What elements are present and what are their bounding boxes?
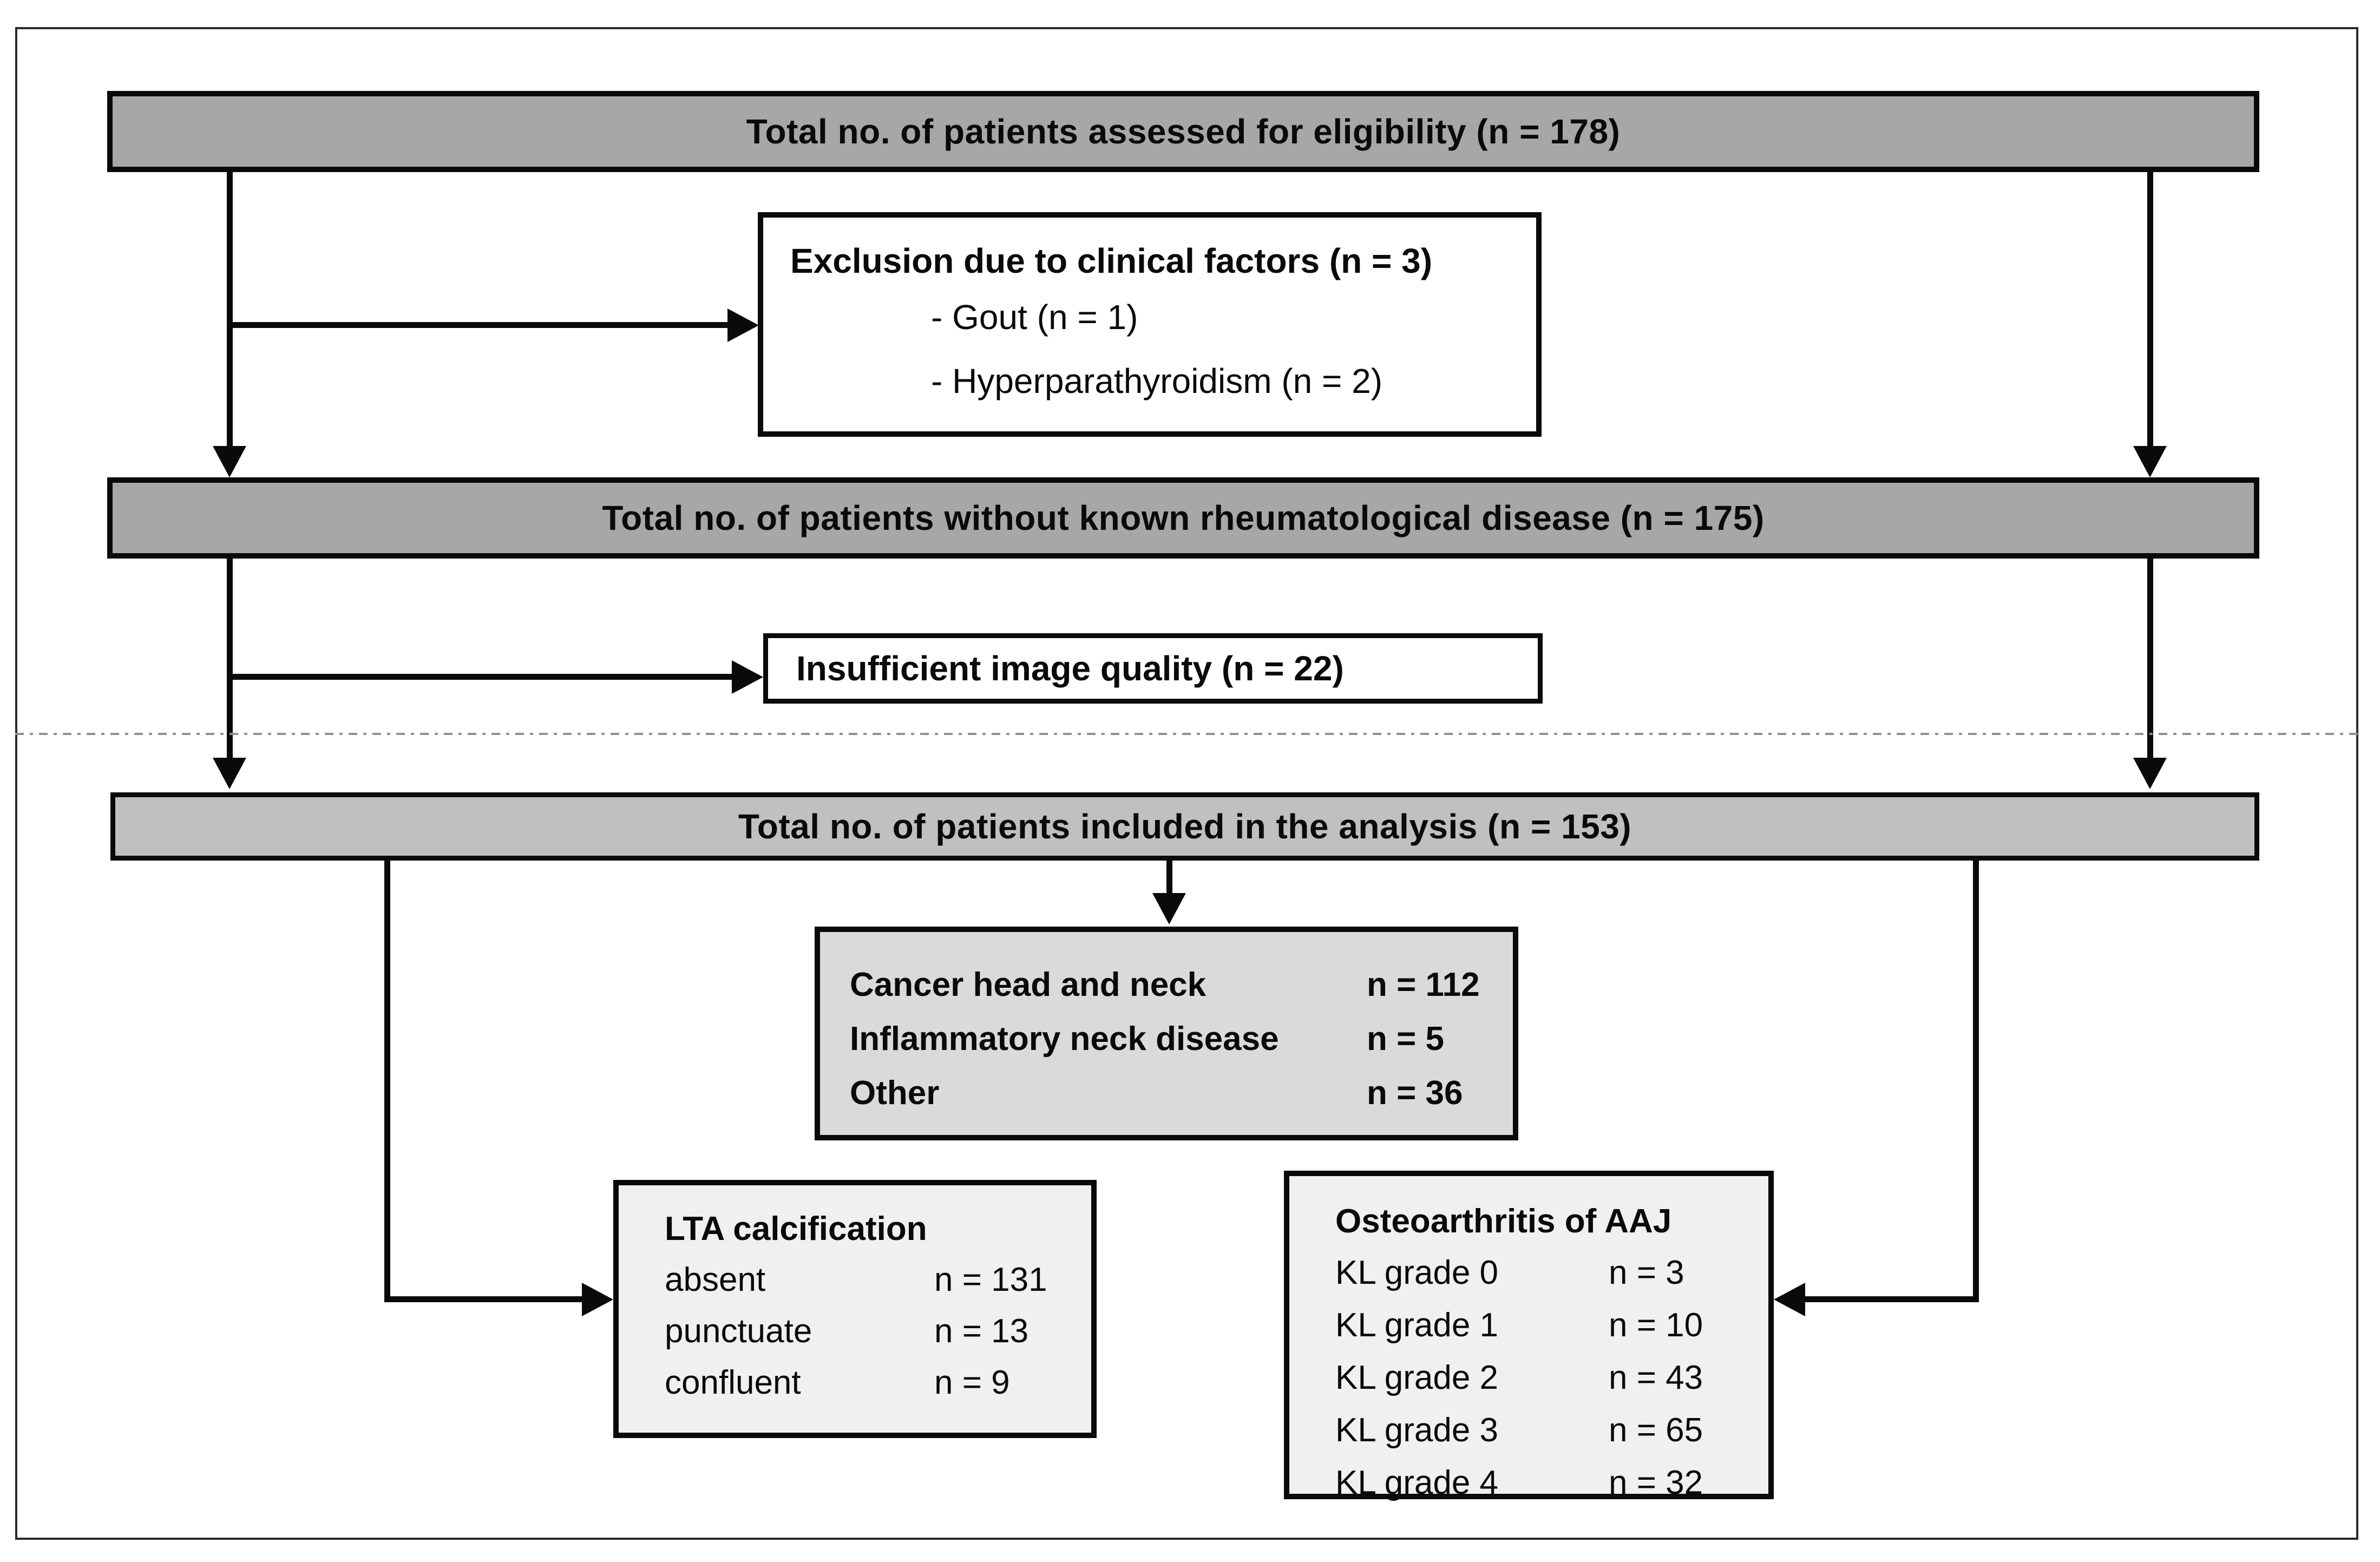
bar-without-rheumatological-disease: Total no. of patients without known rheu…	[107, 477, 2259, 559]
bar-assessed-for-eligibility: Total no. of patients assessed for eligi…	[107, 91, 2259, 172]
arrow-right-icon	[732, 660, 763, 694]
lta-row-punctuate: punctuate n = 13	[665, 1305, 1059, 1357]
diagnosis-cancer-label: Cancer head and neck	[850, 966, 1207, 1003]
connector-included-to-oa-horizontal	[1802, 1296, 1979, 1302]
oa-row-kl4: KL grade 4 n = 32	[1335, 1456, 1736, 1509]
oa-kl0-label: KL grade 0	[1335, 1254, 1499, 1291]
oa-row-kl0: KL grade 0 n = 3	[1335, 1246, 1736, 1299]
lta-absent-value: n = 131	[934, 1261, 1047, 1298]
diagnosis-other-value: n = 36	[1367, 1074, 1463, 1112]
arrow-right-icon	[727, 309, 759, 342]
diagnosis-inflammatory-value: n = 5	[1367, 1020, 1445, 1058]
lta-row-absent: absent n = 131	[665, 1254, 1059, 1305]
diagnosis-other-label: Other	[850, 1074, 940, 1112]
exclusion-box: Exclusion due to clinical factors (n = 3…	[758, 212, 1542, 437]
connector-included-to-lta-vertical	[384, 861, 390, 1302]
connector-right-eligibility-to-without	[2147, 172, 2153, 452]
oa-kl3-label: KL grade 3	[1335, 1412, 1499, 1449]
lta-row-confluent: confluent n = 9	[665, 1357, 1059, 1408]
bar-included-in-analysis: Total no. of patients included in the an…	[110, 792, 2259, 861]
bar-without-label: Total no. of patients without known rheu…	[602, 498, 1765, 537]
oa-kl3-value: n = 65	[1609, 1412, 1703, 1449]
oa-kl1-label: KL grade 1	[1335, 1307, 1499, 1344]
image-quality-box: Insufficient image quality (n = 22)	[763, 633, 1543, 704]
diagnosis-cancer-value: n = 112	[1367, 966, 1480, 1003]
arrow-down-icon	[2133, 758, 2167, 789]
exclusion-item-gout: - Gout (n = 1)	[931, 298, 1138, 337]
connector-included-to-lta-horizontal	[384, 1296, 585, 1302]
oa-kl1-value: n = 10	[1609, 1307, 1703, 1344]
connector-left-without-to-included	[227, 559, 233, 762]
arrow-down-icon	[213, 446, 246, 477]
oa-kl2-value: n = 43	[1609, 1359, 1703, 1396]
oa-row-kl3: KL grade 3 n = 65	[1335, 1404, 1736, 1456]
connector-branch-image-quality	[230, 674, 735, 680]
image-quality-label: Insufficient image quality (n = 22)	[796, 649, 1344, 688]
bar-included-label: Total no. of patients included in the an…	[738, 807, 1632, 846]
oa-kl0-value: n = 3	[1609, 1254, 1684, 1291]
diagnosis-row-other: Other n = 36	[850, 1066, 1483, 1120]
oa-title: Osteoarthritis of AAJ	[1335, 1203, 1672, 1240]
arrow-left-icon	[1774, 1283, 1805, 1316]
osteoarthritis-box: Osteoarthritis of AAJ KL grade 0 n = 3 K…	[1284, 1171, 1774, 1501]
diagnosis-row-inflammatory: Inflammatory neck disease n = 5	[850, 1012, 1483, 1066]
bar-assessed-label: Total no. of patients assessed for eligi…	[746, 112, 1621, 151]
connector-included-to-oa-vertical	[1973, 861, 1979, 1302]
lta-absent-label: absent	[665, 1261, 766, 1298]
lta-punctuate-label: punctuate	[665, 1312, 812, 1350]
arrow-right-icon	[582, 1283, 613, 1316]
exclusion-title: Exclusion due to clinical factors (n = 3…	[790, 241, 1433, 280]
arrow-down-icon	[1152, 893, 1186, 924]
oa-kl4-value: n = 32	[1609, 1464, 1703, 1501]
connector-included-to-diagnosis	[1166, 861, 1172, 896]
connector-right-without-to-included	[2147, 559, 2153, 762]
oa-row-kl2: KL grade 2 n = 43	[1335, 1351, 1736, 1404]
exclusion-item-hyperparathyroidism: - Hyperparathyroidism (n = 2)	[931, 362, 1383, 401]
diagnosis-row-cancer: Cancer head and neck n = 112	[850, 958, 1483, 1012]
lta-title: LTA calcification	[665, 1210, 927, 1248]
lta-confluent-label: confluent	[665, 1364, 801, 1401]
diagnosis-box: Cancer head and neck n = 112 Inflammator…	[815, 927, 1518, 1140]
lta-punctuate-value: n = 13	[934, 1312, 1029, 1350]
oa-kl2-label: KL grade 2	[1335, 1359, 1499, 1396]
section-divider-dashed-line	[15, 733, 2358, 735]
lta-confluent-value: n = 9	[934, 1364, 1010, 1401]
diagnosis-inflammatory-label: Inflammatory neck disease	[850, 1020, 1279, 1058]
connector-left-eligibility-to-without	[227, 172, 233, 452]
arrow-down-icon	[213, 758, 246, 789]
arrow-down-icon	[2133, 446, 2167, 477]
oa-kl4-label: KL grade 4	[1335, 1464, 1499, 1501]
lta-calcification-box: LTA calcification absent n = 131 punctua…	[613, 1180, 1097, 1438]
oa-row-kl1: KL grade 1 n = 10	[1335, 1299, 1736, 1351]
connector-branch-exclusion	[230, 322, 732, 328]
